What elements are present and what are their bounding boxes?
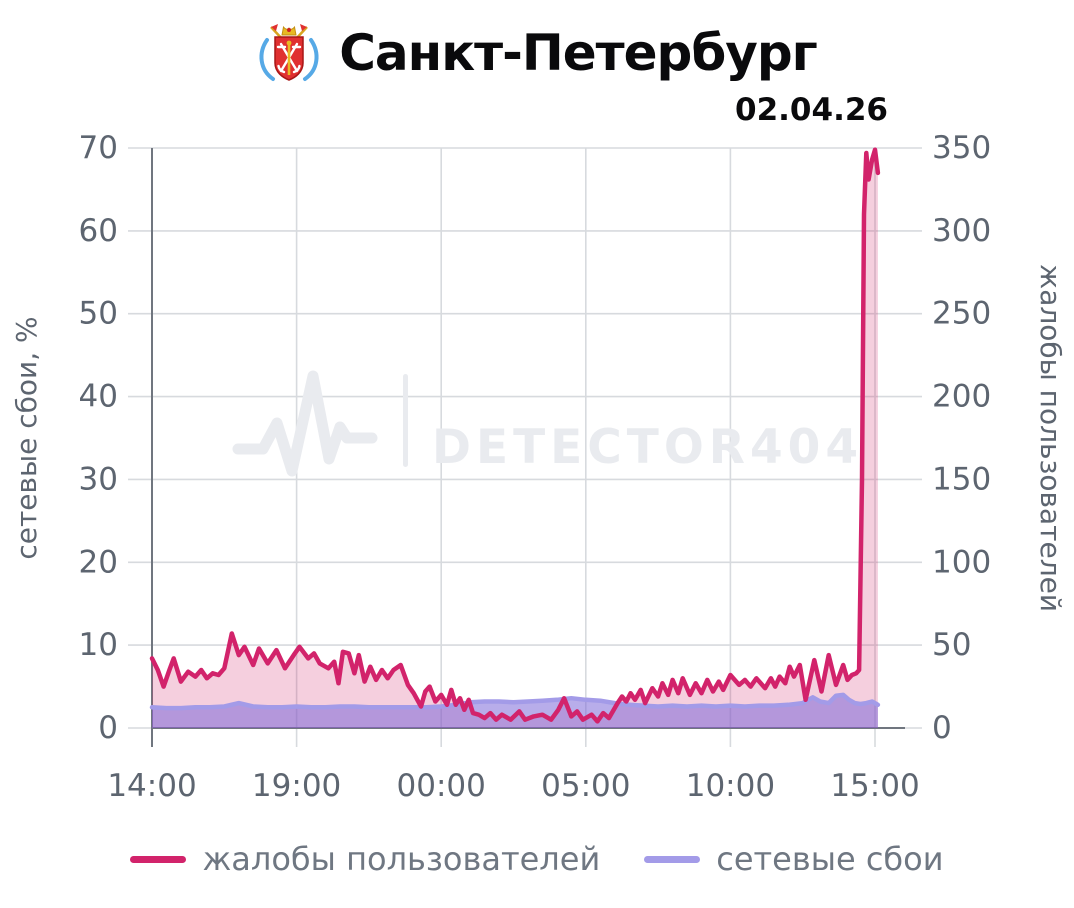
complaints-line xyxy=(149,147,881,724)
spb-coat-of-arms-icon xyxy=(259,24,319,81)
left-axis-tick-label: 20 xyxy=(79,544,118,580)
left-axis-tick-label: 30 xyxy=(79,461,118,497)
left-axis-tick-label: 40 xyxy=(79,379,118,415)
outages-line xyxy=(149,692,881,711)
outages-line-swatch xyxy=(644,855,701,863)
left-axis-tick-label: 10 xyxy=(79,627,118,663)
right-axis-tick-label: 0 xyxy=(932,710,952,746)
page-title: Санкт-Петербург xyxy=(339,24,818,82)
right-axis-tick-label: 100 xyxy=(932,544,991,580)
right-axis-tick-label: 350 xyxy=(932,130,991,166)
complaints-line-swatch xyxy=(130,855,187,863)
left-axis-tick-label: 50 xyxy=(79,296,118,332)
x-axis-tick-label: 15:00 xyxy=(830,768,919,804)
x-axis-tick-label: 19:00 xyxy=(252,768,341,804)
right-axis-tick-label: 150 xyxy=(932,461,991,497)
right-axis-title: жалобы пользователей xyxy=(1034,264,1067,612)
outages-area xyxy=(152,694,878,728)
chart-legend: жалобы пользователей сетевые сбои xyxy=(0,840,1074,878)
chart-header: Санкт-Петербург xyxy=(0,20,1074,86)
legend-label-outages: сетевые сбои xyxy=(716,840,944,878)
x-axis-tick-label: 14:00 xyxy=(107,768,196,804)
x-axis-tick-label: 10:00 xyxy=(686,768,775,804)
legend-label-complaints: жалобы пользователей xyxy=(202,840,601,878)
legend-item-outages: сетевые сбои xyxy=(644,840,944,878)
left-axis-tick-label: 60 xyxy=(79,213,118,249)
gridlines-vertical: 14:00 19:00 00:00 05:00 10:00 15:00 xyxy=(107,148,920,804)
left-axis-title: сетевые сбои, % xyxy=(10,316,43,559)
left-axis-tick-label: 70 xyxy=(79,130,118,166)
date-label: 02.04.26 xyxy=(735,92,888,128)
right-axis-tick-label: 300 xyxy=(932,213,991,249)
right-axis-tick-label: 250 xyxy=(932,296,991,332)
x-axis-tick-label: 05:00 xyxy=(541,768,630,804)
watermark-brand: DETECTOR404 xyxy=(432,420,863,475)
right-axis-tick-label: 200 xyxy=(932,379,991,415)
pulse-icon xyxy=(232,370,378,477)
legend-item-complaints: жалобы пользователей xyxy=(130,840,600,878)
watermark-divider xyxy=(403,374,408,467)
watermark: DETECTOR404 xyxy=(232,370,863,477)
left-axis-tick-label: 0 xyxy=(98,710,118,746)
gridlines-horizontal: 0 0 10 50 20 100 30 150 40 200 50 250 60 300 70 350 xyxy=(79,130,992,746)
right-axis-tick-label: 50 xyxy=(932,627,971,663)
x-axis-tick-label: 00:00 xyxy=(397,768,486,804)
